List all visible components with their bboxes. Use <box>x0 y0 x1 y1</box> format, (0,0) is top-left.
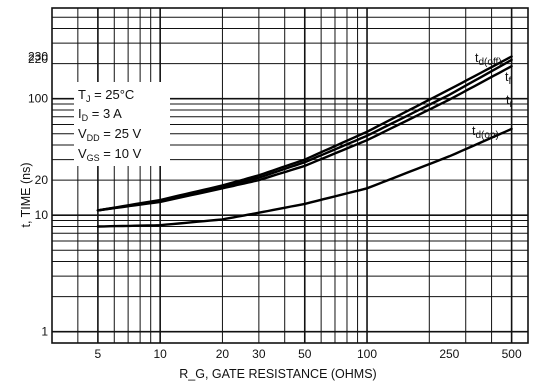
series-label-0: td(off) <box>475 51 502 68</box>
x-tick-label: 500 <box>502 347 522 361</box>
y-tick-label: 10 <box>35 208 49 222</box>
y-tick-label: 100 <box>28 92 48 106</box>
x-tick-label: 250 <box>439 347 459 361</box>
series-label-1: tf <box>505 70 511 87</box>
x-tick-label: 100 <box>357 347 377 361</box>
y-tick-label: 20 <box>35 173 49 187</box>
x-axis-title: R_G, GATE RESISTANCE (OHMS) <box>179 367 376 381</box>
x-tick-label: 30 <box>252 347 266 361</box>
x-tick-labels: 5 10 20 30 50 100 250 500 <box>95 347 522 361</box>
x-tick-label: 50 <box>298 347 312 361</box>
test-conditions-box: TJ = 25°C ID = 3 A VDD = 25 V VGS = 10 V <box>74 82 170 166</box>
series-label-3: td(on) <box>472 124 499 141</box>
y-tick-label: 230 <box>28 50 48 64</box>
y-axis-title: t, TIME (ns) <box>19 162 33 227</box>
grid <box>52 8 528 343</box>
x-tick-label: 10 <box>153 347 167 361</box>
y-tick-label: 1 <box>41 325 48 339</box>
plot-frame <box>52 8 528 343</box>
x-tick-label: 20 <box>216 347 230 361</box>
x-tick-label: 5 <box>95 347 102 361</box>
